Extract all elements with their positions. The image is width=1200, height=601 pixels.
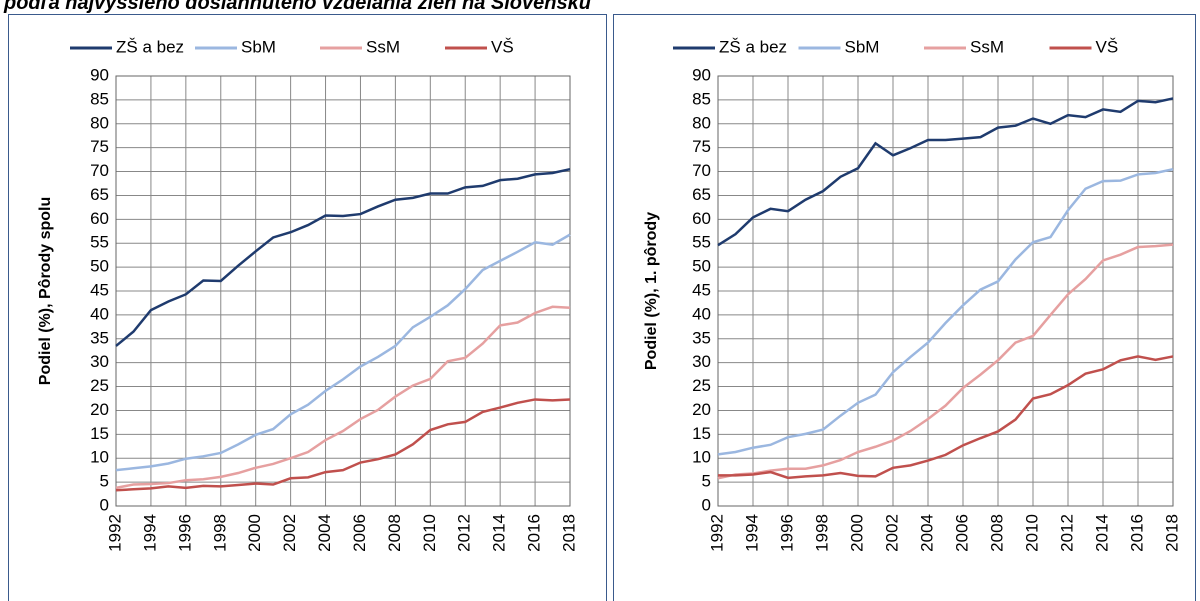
x-tick-label: 1996 [175, 514, 194, 552]
y-axis-label: Podiel (%), 1. pôrody [643, 212, 660, 370]
panel-frame [8, 14, 607, 601]
x-tick-label: 1992 [105, 514, 124, 552]
series-line [115, 305, 571, 490]
x-tick-label: 1996 [777, 514, 796, 552]
y-tick-label: 50 [692, 257, 711, 276]
y-axis-label: Podiel (%), Pôrody spolu [37, 197, 54, 385]
y-tick-label: 90 [692, 65, 711, 84]
y-tick-label: 40 [90, 304, 109, 323]
x-tick-label: 2000 [245, 514, 264, 552]
y-tick-label: 40 [692, 304, 711, 323]
y-tick-label: 35 [692, 328, 711, 347]
series-line [115, 398, 571, 492]
series-line [717, 167, 1174, 456]
x-tick-label: 2018 [559, 514, 578, 552]
y-tick-label: 0 [702, 495, 711, 514]
x-tick-label: 2014 [490, 514, 509, 552]
x-tick-label: 2000 [847, 514, 866, 552]
x-tick-label: 2012 [455, 514, 474, 552]
x-tick-label: 2016 [1127, 514, 1146, 552]
x-tick-label: 2004 [917, 514, 936, 552]
x-tick-label: 2018 [1162, 514, 1181, 552]
x-tick-label: 2006 [350, 514, 369, 552]
x-tick-label: 2006 [952, 514, 971, 552]
x-tick-label: 1994 [140, 514, 159, 552]
x-tick-label: 2004 [315, 514, 334, 552]
y-tick-label: 80 [692, 113, 711, 132]
x-tick-label: 2002 [882, 514, 901, 552]
y-tick-label: 55 [90, 233, 109, 252]
y-tick-label: 60 [692, 209, 711, 228]
panel-frame [613, 14, 1196, 601]
y-tick-label: 55 [692, 233, 711, 252]
y-tick-label: 35 [90, 328, 109, 347]
legend-label: SbM [241, 37, 276, 56]
y-tick-label: 30 [90, 352, 109, 371]
y-tick-label: 10 [692, 448, 711, 467]
y-tick-label: 75 [90, 137, 109, 156]
y-tick-label: 80 [90, 113, 109, 132]
y-tick-label: 10 [90, 448, 109, 467]
x-tick-label: 2012 [1057, 514, 1076, 552]
series-line [115, 167, 571, 347]
x-tick-label: 1992 [707, 514, 726, 552]
legend-label: SbM [845, 37, 880, 56]
series-line [115, 233, 571, 472]
y-tick-label: 70 [692, 161, 711, 180]
x-tick-label: 2008 [385, 514, 404, 552]
x-tick-label: 1998 [812, 514, 831, 552]
plot-frame [717, 75, 1174, 507]
y-tick-label: 5 [100, 472, 109, 491]
x-tick-label: 2008 [987, 514, 1006, 552]
y-tick-label: 90 [90, 65, 109, 84]
x-tick-label: 1998 [210, 514, 229, 552]
x-tick-label: 1994 [742, 514, 761, 552]
y-tick-label: 50 [90, 257, 109, 276]
x-tick-label: 2016 [525, 514, 544, 552]
legend-label: VŠ [491, 37, 514, 56]
y-tick-label: 65 [692, 185, 711, 204]
legend-label: SsM [970, 37, 1004, 56]
series-line [717, 97, 1174, 247]
series-line [718, 355, 1174, 480]
y-tick-label: 75 [692, 137, 711, 156]
y-tick-label: 85 [692, 89, 711, 108]
y-tick-label: 45 [692, 280, 711, 299]
series-line [717, 243, 1174, 480]
y-tick-label: 20 [692, 400, 711, 419]
y-tick-label: 30 [692, 352, 711, 371]
y-tick-label: 0 [100, 495, 109, 514]
plot-frame [115, 75, 571, 507]
x-tick-label: 2014 [1092, 514, 1111, 552]
y-tick-label: 25 [90, 376, 109, 395]
page-title: podľa najvyššieho dosiahnutého vzdelania… [3, 0, 591, 14]
y-tick-label: 20 [90, 400, 109, 419]
x-tick-label: 2002 [280, 514, 299, 552]
y-tick-label: 5 [702, 472, 711, 491]
y-tick-label: 45 [90, 280, 109, 299]
y-tick-label: 70 [90, 161, 109, 180]
x-tick-label: 2010 [1022, 514, 1041, 552]
legend-label: VŠ [1096, 37, 1119, 56]
y-tick-label: 25 [692, 376, 711, 395]
legend-label: ZŠ a bez [116, 37, 184, 56]
y-tick-label: 65 [90, 185, 109, 204]
y-tick-label: 15 [90, 424, 109, 443]
legend-label: ZŠ a bez [719, 37, 787, 56]
y-tick-label: 15 [692, 424, 711, 443]
y-tick-label: 85 [90, 89, 109, 108]
y-tick-label: 60 [90, 209, 109, 228]
legend-label: SsM [366, 37, 400, 56]
x-tick-label: 2010 [420, 514, 439, 552]
